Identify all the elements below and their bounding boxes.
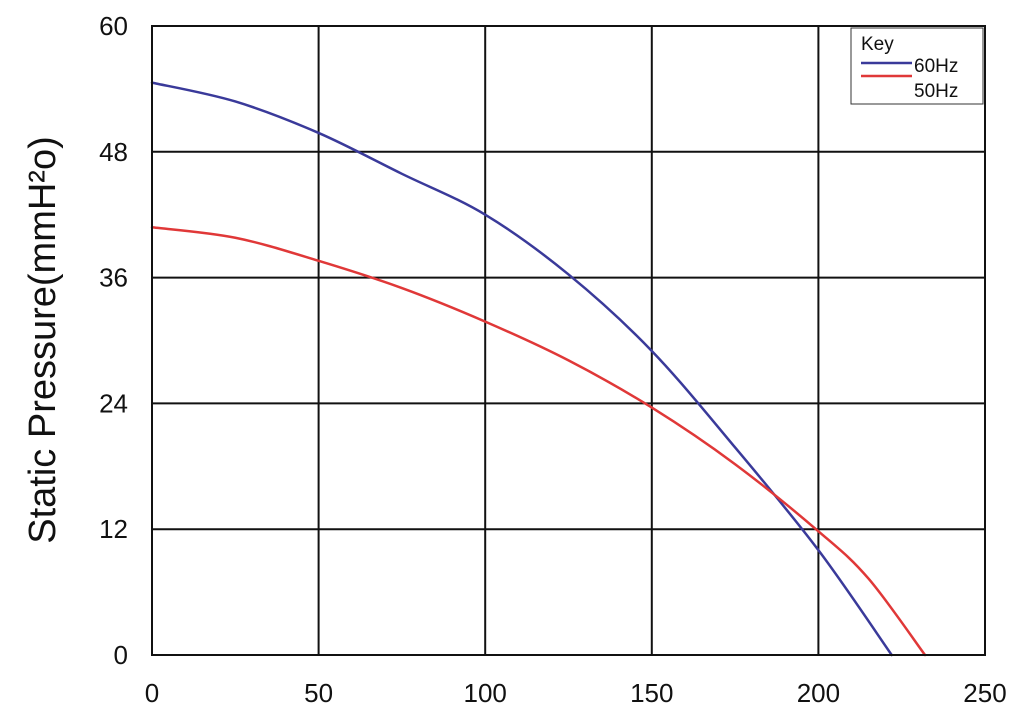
legend-label-50hz: 50Hz	[914, 81, 958, 102]
grid	[151, 25, 986, 656]
y-tick-label: 12	[99, 514, 128, 544]
x-tick-label: 50	[304, 678, 333, 708]
y-tick-label: 60	[99, 11, 128, 41]
legend-box	[850, 27, 984, 105]
y-tick-label: 0	[114, 640, 128, 670]
x-axis-ticks: 0 50 100 150 200 250	[145, 678, 1007, 708]
y-axis-label: Static Pressure(mmH²o)	[22, 136, 64, 544]
y-axis-ticks: 0 12 24 36 48 60	[99, 11, 128, 670]
x-tick-label: 100	[464, 678, 507, 708]
y-tick-label: 48	[99, 137, 128, 167]
x-tick-label: 0	[145, 678, 159, 708]
series-lines	[150, 81, 927, 657]
plot-frame	[151, 25, 986, 656]
x-tick-label: 250	[963, 678, 1006, 708]
legend-label-60hz: 60Hz	[914, 56, 958, 77]
x-tick-label: 200	[797, 678, 840, 708]
series-line-60hz	[150, 81, 893, 657]
x-tick-label: 150	[630, 678, 673, 708]
series-line-50hz	[150, 226, 927, 657]
legend: Key 60Hz 50Hz	[850, 27, 984, 105]
y-tick-label: 36	[99, 263, 128, 293]
legend-title: Key	[861, 34, 894, 55]
y-tick-label: 24	[99, 388, 128, 418]
